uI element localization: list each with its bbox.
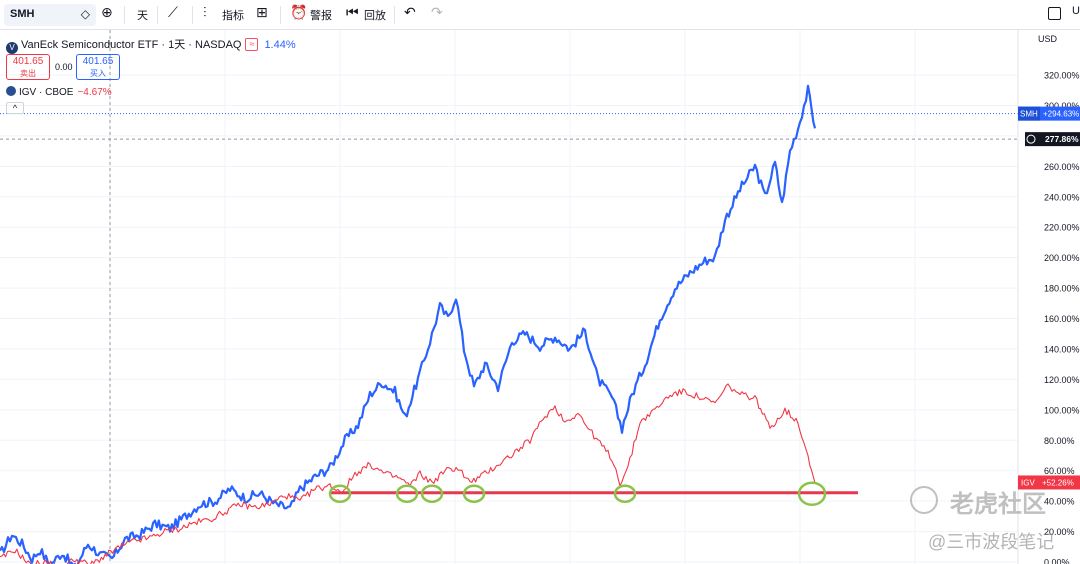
smh-axis-value: +294.63% [1043,110,1079,119]
alarm-icon[interactable]: ⏰ [290,4,308,20]
user-menu[interactable]: U [1072,5,1080,17]
legend-title: VanEck Semiconductor ETF · 1天 · NASDAQ [21,39,242,51]
support-touch-circle [797,481,827,507]
sell-label: 卖出 [20,69,36,78]
price-chart[interactable]: 320.00%300.00%280.00%260.00%240.00%220.0… [0,30,1080,564]
igv-axis-label [1018,475,1080,490]
main-legend[interactable]: V VanEck Semiconductor ETF · 1天 · NASDAQ ≈… [6,36,296,54]
indicators-button[interactable]: 指标 [222,10,244,22]
igv-logo-icon [6,86,16,96]
y-tick-label: 100.00% [1044,405,1080,415]
support-touch-circle [395,484,419,504]
vaneck-logo-icon: V [6,42,18,54]
grid-lines [0,30,1018,564]
buy-label: 买入 [90,69,106,78]
y-tick-label: 20.00% [1044,527,1075,537]
interval-button[interactable]: 天 [137,10,148,22]
smh-axis-name: SMH [1020,110,1038,119]
sell-button[interactable]: 401.65 卖出 [6,54,50,80]
compare-legend[interactable]: IGV · CBOE −4.67% [6,86,112,98]
fullscreen-icon[interactable] [1048,7,1061,20]
watermark-author: @三市波段笔记 [928,532,1055,552]
y-tick-label: 60.00% [1044,466,1075,476]
toolbar-divider [192,6,193,24]
buy-button[interactable]: 401.65 买入 [76,54,120,80]
toolbar-divider [280,6,281,24]
diamond-icon[interactable]: ◇ [80,7,90,21]
toolbar-divider [124,6,125,24]
redo-icon[interactable]: ↷ [431,4,443,20]
layouts-icon[interactable]: ⊞ [256,4,268,20]
legend-change: 1.44% [264,39,296,51]
y-tick-label: 120.00% [1044,375,1080,385]
support-touch-circle [420,484,444,504]
y-tick-label: 320.00% [1044,71,1080,81]
igv-axis-value: +52.26% [1042,478,1074,487]
symbol-search[interactable]: SMH ◇ [4,4,96,26]
chart-type-icon[interactable]: ⟋ [168,4,178,20]
support-touch-circle [462,484,486,504]
y-tick-label: 300.00% [1044,101,1080,111]
tiger-logo-icon [910,486,938,514]
y-tick-label: 240.00% [1044,192,1080,202]
top-toolbar: SMH ◇ ⊕ 天 ⟋ ⫶ 指标 ⊞ ⏰ 警报 ⏮ 回放 ↶ ↷ U [0,0,1080,30]
y-tick-label: 200.00% [1044,253,1080,263]
alert-button[interactable]: 警报 [310,10,332,22]
y-tick-label: 160.00% [1044,314,1080,324]
y-tick-label: 220.00% [1044,223,1080,233]
series-lines [0,84,817,564]
support-touch-circle [328,484,352,504]
watermark-brand: 老虎社区 [950,491,1046,518]
collapse-legend-button[interactable]: ^ [6,102,24,114]
y-tick-label: 80.00% [1044,436,1075,446]
y-tick-label: 40.00% [1044,497,1075,507]
indicators-icon[interactable]: ⫶ [203,4,207,20]
igv-axis-name: IGV [1021,478,1035,487]
add-compare-icon[interactable]: ⊕ [101,4,113,20]
y-tick-label: 260.00% [1044,162,1080,172]
currency-selector[interactable]: USD [1038,34,1058,44]
crosshair-plus-icon [1026,134,1036,144]
compare-change: −4.67% [77,87,112,98]
smh-axis-tag [1018,106,1040,121]
undo-icon[interactable]: ↶ [404,4,416,20]
compare-symbol: IGV · CBOE [19,87,74,98]
y-tick-label: 140.00% [1044,344,1080,354]
compare-badge-icon[interactable]: ≈ [245,38,259,51]
toolbar-divider [157,6,158,24]
crosshair-axis-label [1025,132,1080,147]
y-tick-label: 180.00% [1044,284,1080,294]
replay-icon[interactable]: ⏮ [346,4,359,20]
crosshair-value: 277.86% [1045,134,1079,144]
spread-value: 0.00 [55,62,73,72]
toolbar-divider [394,6,395,24]
symbol-label: SMH [10,8,35,20]
support-touch-markers [328,481,827,507]
sell-price: 401.65 [12,56,44,67]
axis-value-labels: SMH +294.63% 277.86% IGV +52.26% [1018,106,1080,490]
support-touch-circle [613,484,637,504]
buy-price: 401.65 [82,56,114,67]
replay-button[interactable]: 回放 [364,10,386,22]
y-tick-label: 0.00% [1044,558,1070,564]
series-line-smh [0,84,817,564]
series-line-igv [0,383,816,564]
